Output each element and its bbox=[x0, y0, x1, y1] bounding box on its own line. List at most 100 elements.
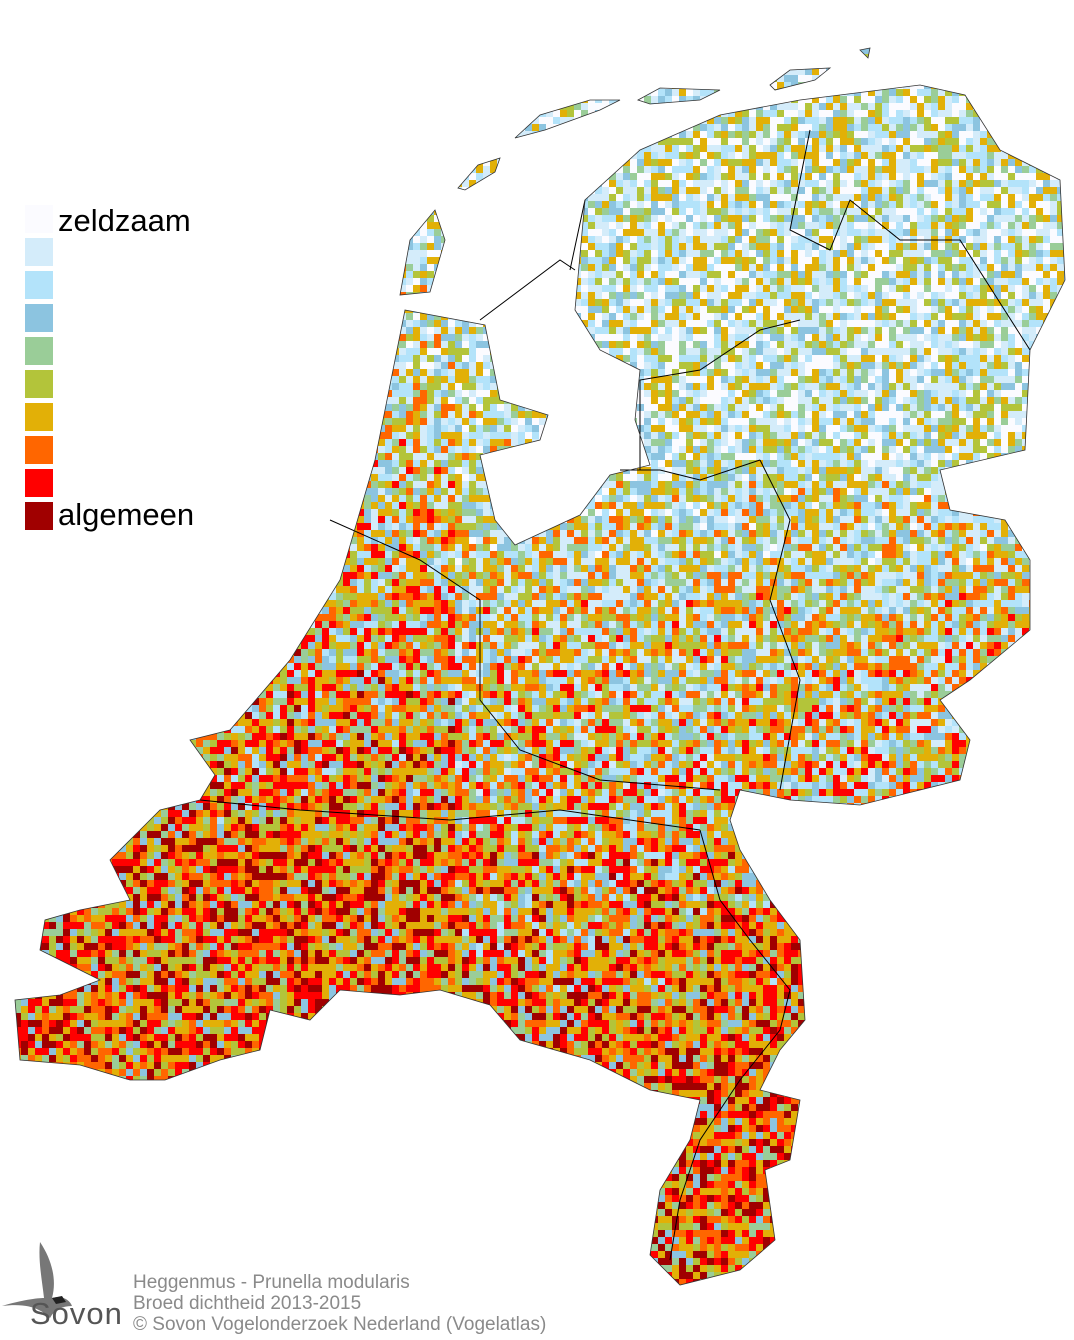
grid-cell bbox=[770, 110, 777, 117]
grid-cell bbox=[679, 229, 686, 236]
grid-cell bbox=[490, 194, 497, 201]
grid-cell bbox=[322, 96, 329, 103]
grid-cell bbox=[140, 124, 147, 131]
grid-cell bbox=[805, 68, 812, 75]
grid-cell bbox=[273, 243, 280, 250]
grid-cell bbox=[791, 159, 798, 166]
grid-cell bbox=[938, 229, 945, 236]
grid-cell bbox=[805, 103, 812, 110]
grid-cell bbox=[49, 40, 56, 47]
grid-cell bbox=[840, 215, 847, 222]
grid-cell bbox=[595, 166, 602, 173]
grid-cell bbox=[658, 173, 665, 180]
grid-cell bbox=[763, 159, 770, 166]
grid-cell bbox=[616, 180, 623, 187]
grid-cell bbox=[357, 187, 364, 194]
grid-cell bbox=[336, 40, 343, 47]
grid-cell bbox=[924, 48, 931, 54]
grid-cell bbox=[994, 82, 1001, 89]
grid-cell bbox=[35, 40, 42, 47]
grid-cell bbox=[140, 243, 147, 250]
grid-cell bbox=[749, 166, 756, 173]
grid-cell bbox=[679, 215, 686, 222]
grid-cell bbox=[42, 110, 49, 117]
grid-cell bbox=[910, 250, 917, 257]
grid-cell bbox=[665, 243, 672, 250]
grid-cell bbox=[665, 131, 672, 138]
grid-cell bbox=[574, 96, 581, 103]
grid-cell bbox=[980, 82, 987, 89]
grid-cell bbox=[476, 208, 483, 215]
grid-cell bbox=[910, 61, 917, 68]
grid-cell bbox=[364, 82, 371, 89]
grid-cell bbox=[217, 215, 224, 222]
grid-cell bbox=[595, 250, 602, 257]
grid-cell bbox=[280, 117, 287, 124]
grid-cell bbox=[672, 40, 679, 47]
grid-cell bbox=[994, 68, 1001, 75]
grid-cell bbox=[1057, 222, 1064, 229]
grid-cell bbox=[546, 222, 553, 229]
grid-cell bbox=[413, 236, 420, 243]
grid-cell bbox=[798, 40, 805, 47]
grid-cell bbox=[126, 243, 133, 250]
grid-cell bbox=[343, 229, 350, 236]
grid-cell bbox=[392, 110, 399, 117]
grid-cell bbox=[616, 103, 623, 110]
grid-cell bbox=[651, 145, 658, 152]
grid-cell bbox=[175, 40, 182, 47]
grid-cell bbox=[896, 208, 903, 215]
grid-cell bbox=[903, 40, 910, 47]
grid-cell bbox=[266, 173, 273, 180]
grid-cell bbox=[532, 187, 539, 194]
grid-cell bbox=[819, 61, 826, 68]
grid-cell bbox=[973, 208, 980, 215]
grid-cell bbox=[924, 152, 931, 159]
grid-cell bbox=[546, 187, 553, 194]
grid-cell bbox=[91, 152, 98, 159]
grid-cell bbox=[343, 243, 350, 250]
grid-cell bbox=[707, 61, 714, 68]
grid-cell bbox=[56, 61, 63, 68]
grid-cell bbox=[840, 187, 847, 194]
grid-cell bbox=[931, 89, 938, 96]
grid-cell bbox=[728, 124, 735, 131]
grid-cell bbox=[567, 215, 574, 222]
grid-cell bbox=[182, 75, 189, 82]
grid-cell bbox=[273, 96, 280, 103]
grid-cell bbox=[385, 145, 392, 152]
grid-cell bbox=[763, 61, 770, 68]
grid-cell bbox=[658, 145, 665, 152]
grid-cell bbox=[854, 159, 861, 166]
grid-cell bbox=[357, 131, 364, 138]
grid-cell bbox=[217, 131, 224, 138]
grid-cell bbox=[630, 48, 637, 54]
grid-cell bbox=[721, 54, 728, 61]
grid-cell bbox=[140, 152, 147, 159]
grid-cell bbox=[714, 222, 721, 229]
grid-cell bbox=[49, 103, 56, 110]
grid-cell bbox=[252, 173, 259, 180]
grid-cell bbox=[168, 152, 175, 159]
grid-cell bbox=[861, 110, 868, 117]
grid-cell bbox=[210, 166, 217, 173]
grid-cell bbox=[371, 201, 378, 208]
grid-cell bbox=[938, 250, 945, 257]
grid-cell bbox=[672, 152, 679, 159]
grid-cell bbox=[602, 61, 609, 68]
grid-cell bbox=[224, 257, 231, 264]
grid-cell bbox=[28, 159, 35, 166]
grid-cell bbox=[224, 229, 231, 236]
grid-cell bbox=[56, 124, 63, 131]
grid-cell bbox=[35, 145, 42, 152]
grid-cell bbox=[567, 222, 574, 229]
grid-cell bbox=[875, 82, 882, 89]
grid-cell bbox=[385, 194, 392, 201]
grid-cell bbox=[910, 54, 917, 61]
grid-cell bbox=[91, 173, 98, 180]
grid-cell bbox=[532, 145, 539, 152]
grid-cell bbox=[1029, 201, 1036, 208]
grid-cell bbox=[287, 236, 294, 243]
grid-cell bbox=[994, 103, 1001, 110]
grid-cell bbox=[791, 180, 798, 187]
